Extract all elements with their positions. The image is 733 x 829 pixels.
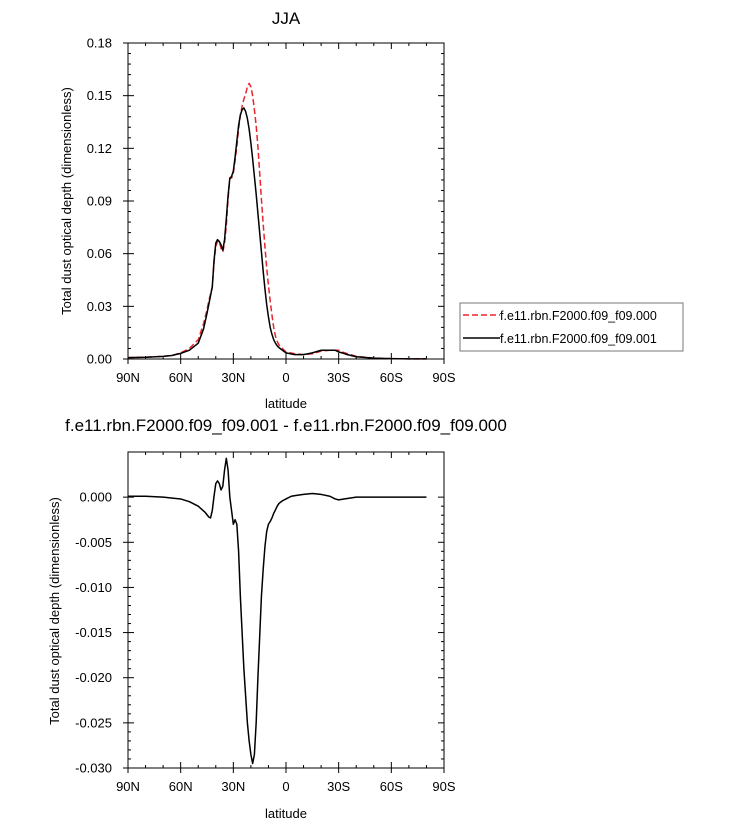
y-tick-label: -0.010 [75, 580, 112, 595]
top-chart-y-axis-label: Total dust optical depth (dimensionless) [59, 87, 74, 315]
x-tick-label: 30N [221, 779, 245, 794]
bottom-chart-y-tick-labels: 0.000 -0.005 -0.010 -0.015 -0.020 -0.025 -0.03… [75, 490, 112, 776]
top-chart-series-group [127, 82, 427, 360]
y-tick-label: 0.15 [87, 88, 112, 103]
x-tick-label: 0 [282, 370, 289, 385]
y-tick-label: -0.025 [75, 715, 112, 730]
x-tick-label: 90N [116, 370, 140, 385]
y-tick-label: -0.005 [75, 535, 112, 550]
series-line-1 [127, 107, 427, 360]
y-tick-label: 0.000 [79, 490, 112, 505]
bottom-chart-title: f.e11.rbn.F2000.f09_f09.001 - f.e11.rbn.… [65, 416, 507, 435]
x-tick-label: 60N [169, 779, 193, 794]
bottom-chart-ticks [123, 452, 445, 773]
legend-label-series-0: f.e11.rbn.F2000.f09_f09.000 [500, 309, 657, 323]
y-tick-label: 0.18 [87, 36, 112, 51]
bottom-chart: f.e11.rbn.F2000.f09_f09.001 - f.e11.rbn.… [47, 416, 507, 821]
series-line-0 [127, 82, 427, 360]
bottom-chart-plot-frame [127, 451, 445, 769]
x-tick-label: 60S [380, 370, 403, 385]
x-tick-label: 60N [169, 370, 193, 385]
x-tick-label: 0 [282, 779, 289, 794]
top-chart-ticks [123, 42, 445, 364]
x-tick-label: 90S [432, 779, 455, 794]
bottom-chart-x-axis-label: latitude [265, 806, 307, 821]
legend-box [459, 302, 684, 352]
x-tick-label: 30S [327, 370, 350, 385]
top-chart-x-tick-labels: 90N 60N 30N 0 30S 60S 90S [116, 370, 456, 385]
y-tick-label: -0.030 [75, 761, 112, 776]
bottom-chart-x-tick-labels: 90N 60N 30N 0 30S 60S 90S [116, 779, 456, 794]
x-tick-label: 90S [432, 370, 455, 385]
x-tick-label: 30S [327, 779, 350, 794]
bottom-chart-series-group [128, 457, 427, 765]
top-chart-y-tick-labels: 0.00 0.03 0.06 0.09 0.12 0.15 0.18 [87, 36, 112, 367]
top-chart-title: JJA [272, 9, 301, 28]
legend-label-series-1: f.e11.rbn.F2000.f09_f09.001 [500, 332, 657, 346]
y-tick-label: -0.020 [75, 670, 112, 685]
legend: f.e11.rbn.F2000.f09_f09.000 f.e11.rbn.F2… [459, 302, 684, 352]
bottom-chart-y-axis-label: Total dust optical depth (dimensionless) [47, 497, 62, 725]
series-line-0 [128, 457, 427, 765]
x-tick-label: 90N [116, 779, 140, 794]
y-tick-label: 0.00 [87, 352, 112, 367]
y-tick-label: 0.09 [87, 194, 112, 209]
x-tick-label: 30N [221, 370, 245, 385]
y-tick-label: -0.015 [75, 625, 112, 640]
y-tick-label: 0.12 [87, 141, 112, 156]
x-tick-label: 60S [380, 779, 403, 794]
y-tick-label: 0.06 [87, 246, 112, 261]
top-chart: JJA 90N 60N 30N 0 30S 60S 90S 0.00 0.03 0.06 0.09… [59, 9, 684, 411]
top-chart-x-axis-label: latitude [265, 396, 307, 411]
y-tick-label: 0.03 [87, 299, 112, 314]
top-chart-plot-frame [127, 42, 445, 360]
